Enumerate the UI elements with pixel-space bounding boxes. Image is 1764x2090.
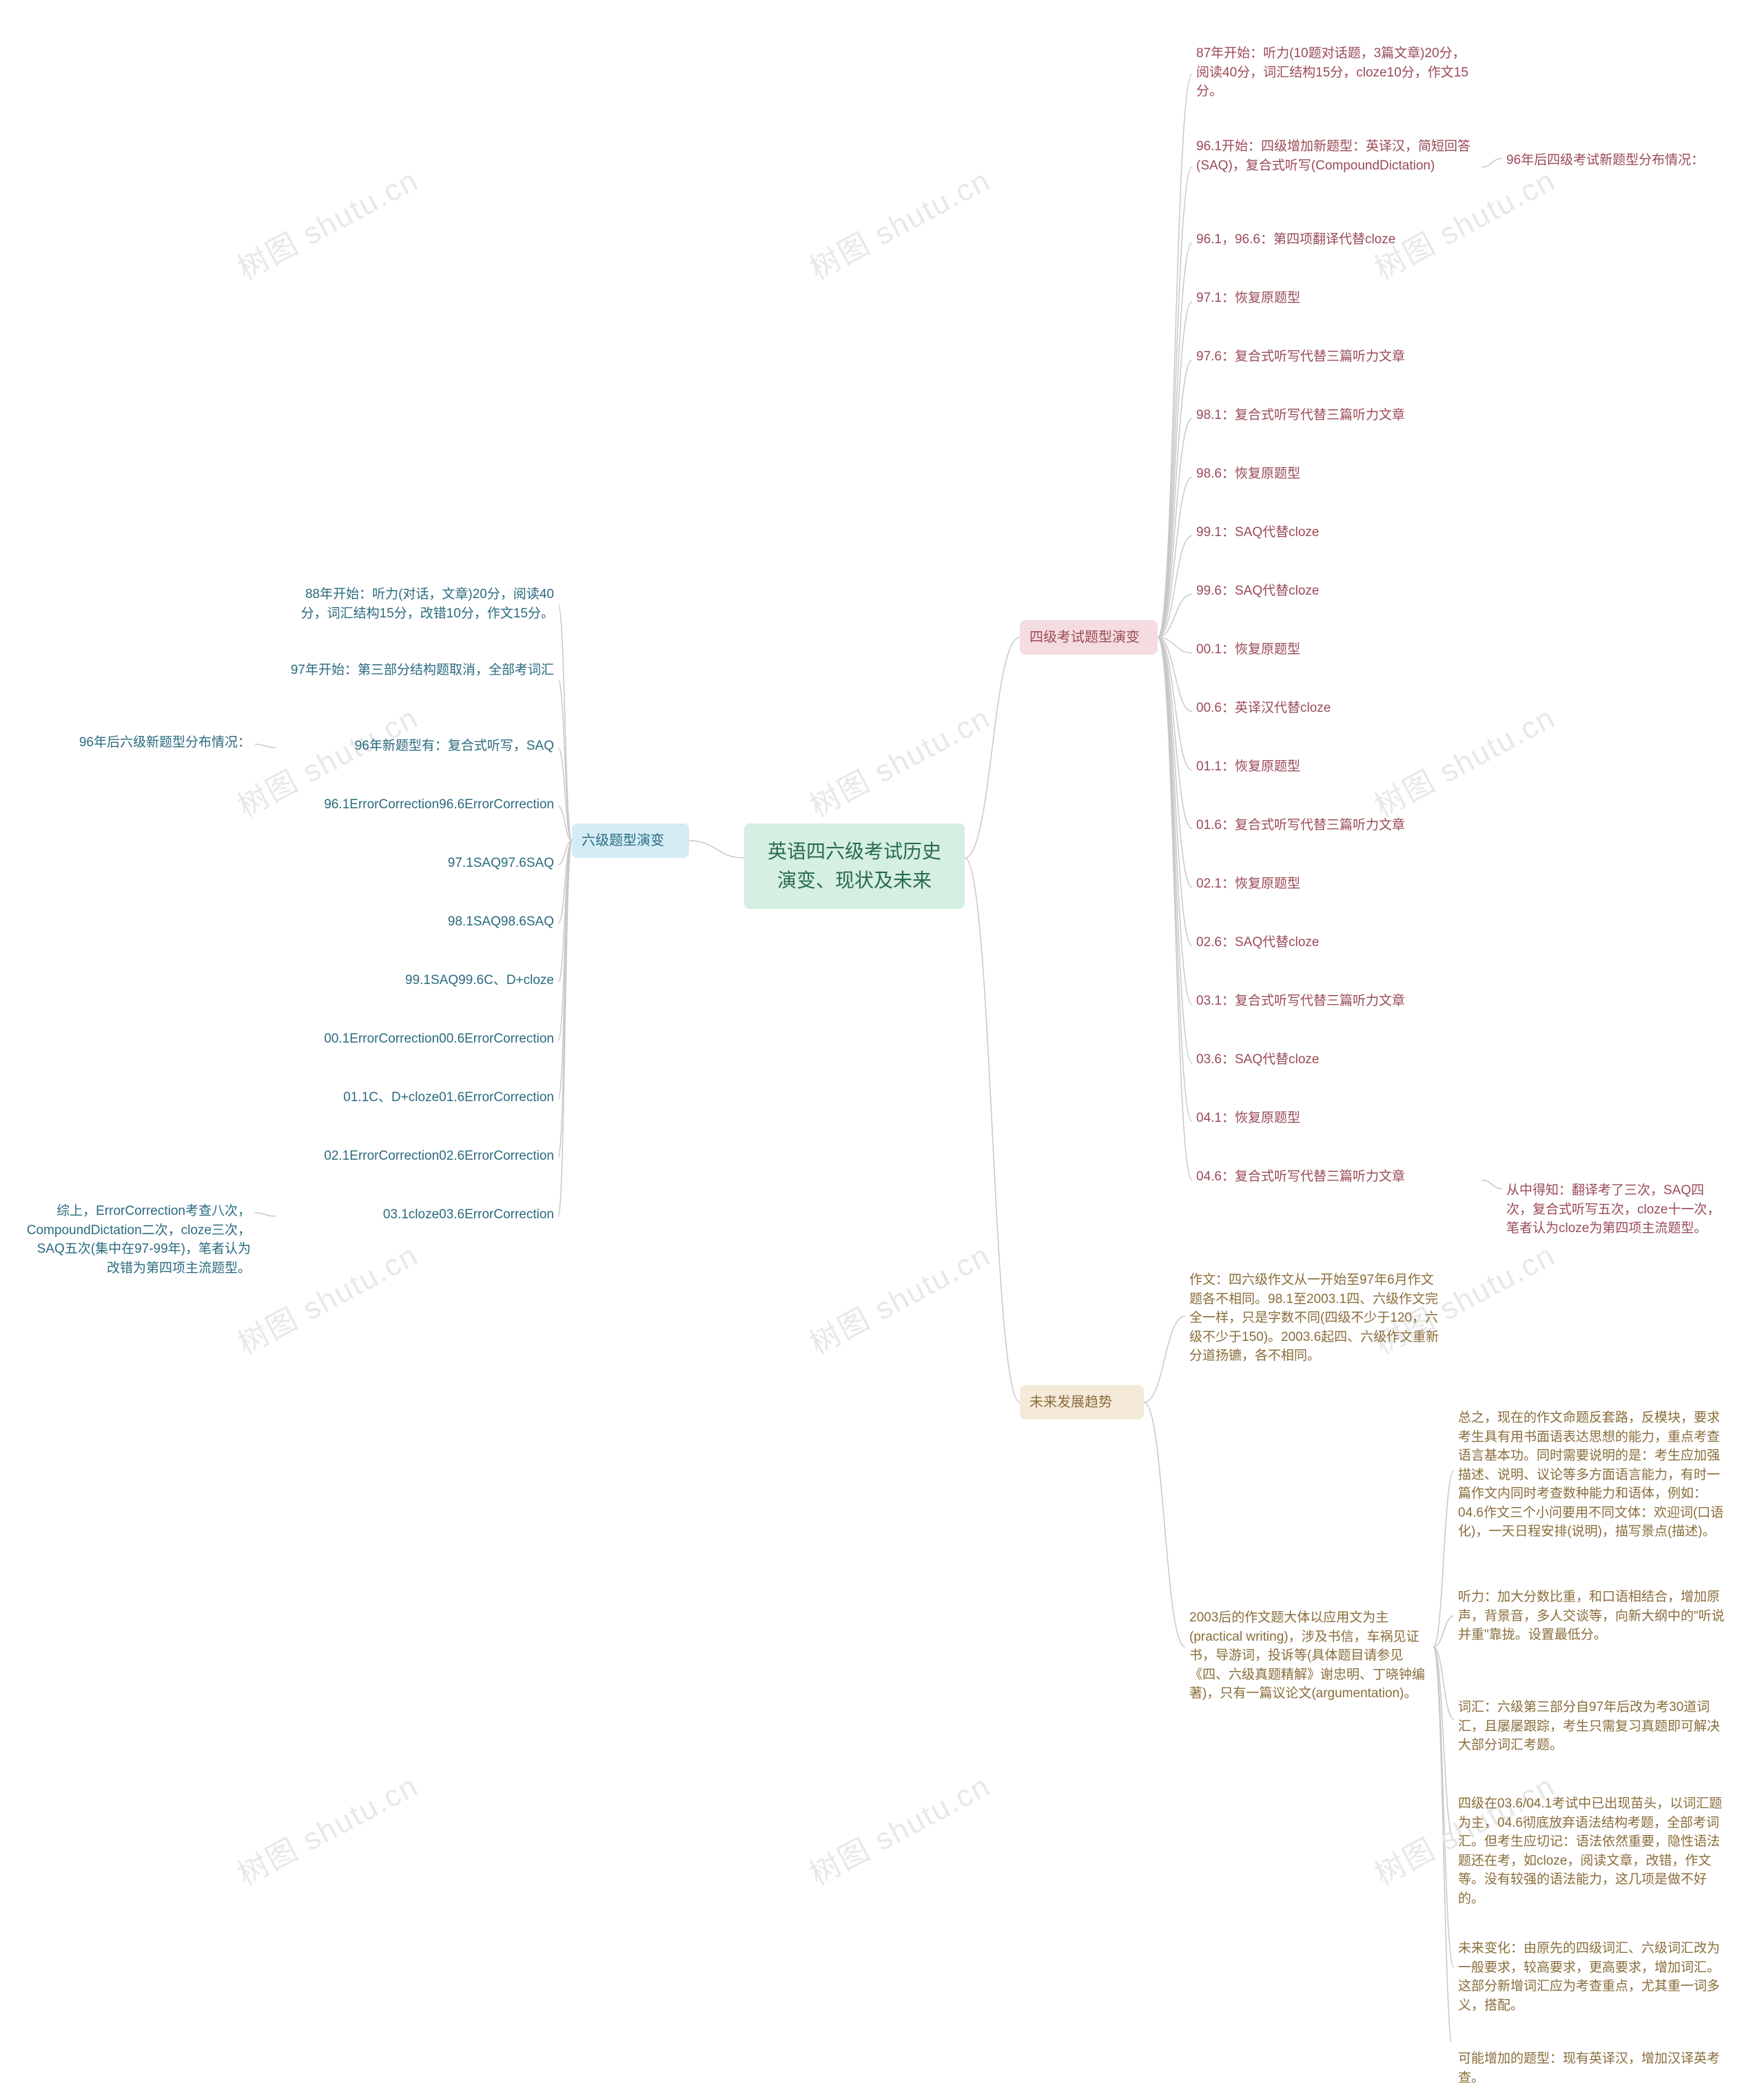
cet4-item-r2: 96.1开始：四级增加新题型：英译汉，简短回答(SAQ)，复合式听写(Compo… [1192,134,1481,178]
cet4-sub-r2: 96年后四级考试新题型分布情况： [1502,148,1730,173]
watermark: 树图 shutu.cn [229,1231,425,1363]
watermark: 树图 shutu.cn [801,1231,997,1363]
cet4-item-r7: 98.6：恢复原题型 [1192,462,1481,486]
root-node: 英语四六级考试历史演变、现状及未来 [744,823,965,909]
future-item-f1: 作文：四六级作文从一开始至97年6月作文题各不相同。98.1至2003.1四、六… [1185,1268,1447,1369]
cet6-item-l5: 97.1SAQ97.6SAQ [276,851,558,876]
cet4-item-r6: 98.1：复合式听写代替三篇听力文章 [1192,403,1481,428]
cet4-item-r9: 99.6：SAQ代替cloze [1192,579,1481,604]
branch-cet6: 六级题型演变 [572,823,689,858]
watermark: 树图 shutu.cn [801,1761,997,1894]
cet4-item-r15: 02.6：SAQ代替cloze [1192,930,1481,955]
branch-future: 未来发展趋势 [1020,1385,1144,1420]
cet4-item-r19: 04.6：复合式听写代替三篇听力文章 [1192,1165,1481,1189]
future-sub-f2a: 总之，现在的作文命题反套路，反模块，要求考生具有用书面语表达思想的能力，重点考查… [1454,1406,1730,1544]
watermark: 树图 shutu.cn [801,693,997,826]
cet4-item-r16: 03.1：复合式听写代替三篇听力文章 [1192,989,1481,1014]
cet6-item-l2: 97年开始：第三部分结构题取消，全部考词汇 [276,658,558,683]
cet4-item-r18: 04.1：恢复原题型 [1192,1106,1481,1131]
cet4-item-r12: 01.1：恢复原题型 [1192,755,1481,779]
cet4-item-r14: 02.1：恢复原题型 [1192,872,1481,897]
cet4-item-r1: 87年开始：听力(10题对话题，3篇文章)20分，阅读40分，词汇结构15分，c… [1192,41,1481,104]
cet6-item-l7: 99.1SAQ99.6C、D+cloze [276,968,558,993]
cet4-item-r10: 00.1：恢复原题型 [1192,637,1481,662]
cet4-item-r3: 96.1，96.6：第四项翻译代替cloze [1192,227,1481,252]
future-sub-f2f: 可能增加的题型：现有英译汉，增加汉译英考查。 [1454,2047,1730,2090]
cet6-item-l9: 01.1C、D+cloze01.6ErrorCorrection [276,1085,558,1110]
cet6-item-l6: 98.1SAQ98.6SAQ [276,910,558,934]
cet4-item-r11: 00.6：英译汉代替cloze [1192,696,1481,721]
cet6-sub-l11: 综上，ErrorCorrection考查八次，CompoundDictation… [21,1199,255,1280]
cet4-sub-r19: 从中得知：翻译考了三次，SAQ四次，复合式听写五次，cloze十一次，笔者认为c… [1502,1178,1730,1241]
cet4-item-r17: 03.6：SAQ代替cloze [1192,1047,1481,1072]
cet4-item-r8: 99.1：SAQ代替cloze [1192,520,1481,545]
cet6-item-l10: 02.1ErrorCorrection02.6ErrorCorrection [276,1144,558,1169]
cet6-item-l8: 00.1ErrorCorrection00.6ErrorCorrection [276,1027,558,1052]
watermark: 树图 shutu.cn [229,1761,425,1894]
future-sub-f2d: 四级在03.6/04.1考试中已出现苗头，以词汇题为主，04.6彻底放弃语法结构… [1454,1792,1730,1911]
future-sub-f2b: 听力：加大分数比重，和口语相结合，增加原声，背景音，多人交谈等，向新大纲中的"听… [1454,1585,1730,1648]
cet4-item-r5: 97.6：复合式听写代替三篇听力文章 [1192,345,1481,369]
branch-cet4: 四级考试题型演变 [1020,620,1158,655]
cet6-item-l11: 03.1cloze03.6ErrorCorrection [276,1202,558,1227]
watermark: 树图 shutu.cn [801,156,997,288]
cet6-item-l1: 88年开始：听力(对话，文章)20分，阅读40分，词汇结构15分，改错10分，作… [276,582,558,626]
cet4-item-r13: 01.6：复合式听写代替三篇听力文章 [1192,813,1481,838]
future-item-f2: 2003后的作文题大体以应用文为主(practical writing)，涉及书… [1185,1606,1433,1706]
future-sub-f2c: 词汇：六级第三部分自97年后改为考30道词汇，且屡屡跟踪，考生只需复习真题即可解… [1454,1695,1730,1758]
future-sub-f2e: 未来变化：由原先的四级词汇、六级词汇改为一般要求，较高要求，更高要求，增加词汇。… [1454,1936,1730,2018]
cet4-item-r4: 97.1：恢复原题型 [1192,286,1481,311]
cet6-item-l4: 96.1ErrorCorrection96.6ErrorCorrection [276,792,558,817]
cet6-item-l3: 96年新题型有：复合式听写，SAQ [276,734,558,759]
watermark: 树图 shutu.cn [229,156,425,288]
cet6-sub-l3: 96年后六级新题型分布情况： [21,730,255,755]
